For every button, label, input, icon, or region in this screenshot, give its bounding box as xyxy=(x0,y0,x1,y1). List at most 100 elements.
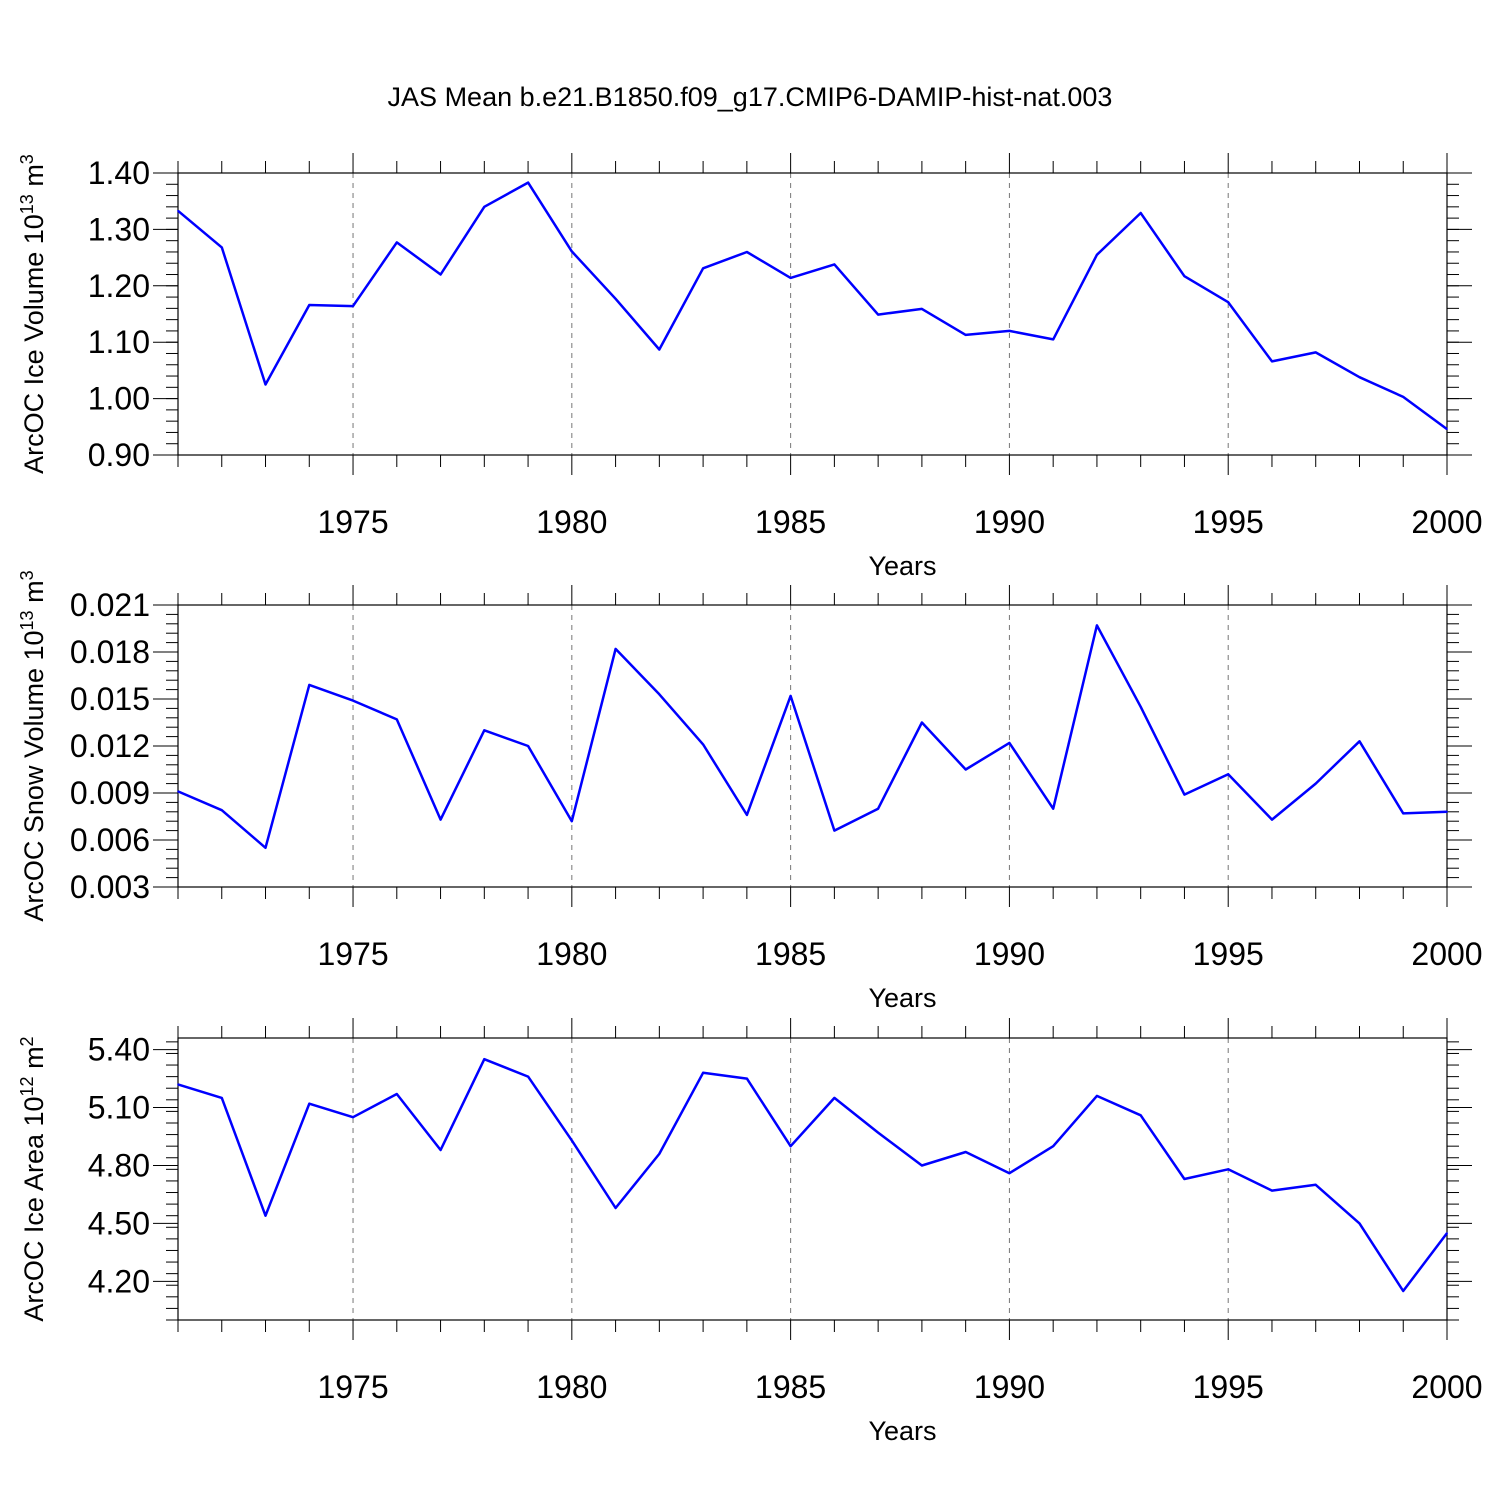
data-point xyxy=(614,297,617,300)
data-point xyxy=(308,684,311,686)
data-point xyxy=(1402,396,1405,398)
data-point xyxy=(1096,1095,1098,1097)
x-axis-label: Years xyxy=(868,1416,936,1446)
data-point xyxy=(1358,740,1361,743)
data-point xyxy=(264,1214,267,1217)
y-tick-label: 5.10 xyxy=(88,1090,150,1126)
series-line xyxy=(177,1057,1448,1293)
y-axis-label: ArcOC Snow Volume 1013 m3 xyxy=(17,570,49,921)
data-point xyxy=(571,820,573,822)
x-tick-label: 1975 xyxy=(317,504,388,540)
y-axis-label-part: 3 xyxy=(17,570,37,580)
data-point xyxy=(1183,793,1186,796)
plot-frame xyxy=(177,604,1448,888)
data-point xyxy=(1227,773,1230,775)
y-axis-label-part: m xyxy=(19,1046,49,1076)
x-tick-label: 1985 xyxy=(755,504,826,540)
data-point xyxy=(308,304,311,306)
x-tick-label: 1985 xyxy=(755,1369,826,1405)
data-point xyxy=(964,334,967,336)
data-point xyxy=(789,277,792,279)
data-point xyxy=(658,693,661,696)
data-point xyxy=(264,847,267,849)
data-point xyxy=(1139,706,1142,708)
panel-3: 1975 1980 1985 1990 1995 2000 4.20 4.50 4.80 5.10… xyxy=(17,1018,1483,1446)
data-point xyxy=(483,1058,486,1061)
data-point xyxy=(1227,301,1230,303)
data-point xyxy=(220,246,223,249)
y-tick-label: 0.90 xyxy=(88,437,150,473)
data-point xyxy=(833,263,836,266)
data-point xyxy=(483,206,486,208)
data-point xyxy=(1358,376,1361,378)
data-point xyxy=(702,1071,704,1074)
y-tick-label: 0.015 xyxy=(70,681,150,717)
y-axis-label-part: 12 xyxy=(17,1076,37,1096)
y-tick-label: 5.40 xyxy=(88,1032,150,1068)
data-point xyxy=(571,250,573,253)
data-point xyxy=(264,383,267,386)
data-point xyxy=(352,699,354,702)
y-tick-label: 1.00 xyxy=(88,381,150,417)
x-tick-label: 1995 xyxy=(1193,504,1264,540)
plot-frame xyxy=(177,1037,1448,1321)
data-point xyxy=(1271,818,1273,821)
x-axis-label: Years xyxy=(868,983,936,1013)
x-tick-label: 1980 xyxy=(536,936,607,972)
x-tick-label: 2000 xyxy=(1411,504,1482,540)
x-axis-label: Years xyxy=(868,551,936,581)
data-point xyxy=(439,1149,442,1151)
data-point xyxy=(1139,1114,1142,1117)
data-point xyxy=(614,648,617,650)
data-point xyxy=(877,807,879,810)
data-point xyxy=(1402,1290,1405,1292)
series-line xyxy=(177,624,1448,850)
figure-title: JAS Mean b.e21.B1850.f09_g17.CMIP6-DAMIP… xyxy=(388,82,1113,112)
x-tick-label: 1990 xyxy=(974,504,1045,540)
data-point xyxy=(877,313,879,316)
data-point xyxy=(177,209,179,212)
x-tick-label: 1985 xyxy=(755,936,826,972)
data-point xyxy=(1314,351,1317,354)
x-tick-label: 2000 xyxy=(1411,936,1482,972)
x-tick-label: 1995 xyxy=(1193,936,1264,972)
data-point xyxy=(395,241,398,244)
data-point xyxy=(1052,807,1054,810)
data-point xyxy=(658,1153,661,1155)
y-tick-label: 0.006 xyxy=(70,822,150,858)
y-axis-label-part: 13 xyxy=(17,610,37,630)
data-point xyxy=(1008,1172,1011,1175)
data-point xyxy=(1446,428,1448,430)
data-point xyxy=(1052,338,1054,341)
data-point xyxy=(352,305,354,307)
y-tick-label: 0.009 xyxy=(70,775,150,811)
y-tick-label: 1.40 xyxy=(88,155,150,191)
data-point xyxy=(746,1077,748,1080)
y-axis-label-part: ArcOC Ice Area 10 xyxy=(19,1096,49,1321)
x-tick-label: 1975 xyxy=(317,1369,388,1405)
y-axis-label-part: m xyxy=(19,164,49,194)
x-tick-label: 1990 xyxy=(974,1369,1045,1405)
data-point xyxy=(439,818,442,821)
data-point xyxy=(789,695,792,697)
series-line xyxy=(177,181,1448,431)
panel-2: 1975 1980 1985 1990 1995 2000 0.003 0.006 0.009 0… xyxy=(17,570,1483,1013)
data-point xyxy=(1402,812,1405,815)
y-tick-label: 1.10 xyxy=(88,324,150,360)
data-point xyxy=(527,745,529,747)
data-point xyxy=(1271,360,1273,363)
data-point xyxy=(1096,253,1098,256)
data-point xyxy=(1139,212,1142,214)
data-point xyxy=(1271,1189,1273,1192)
data-point xyxy=(964,768,967,771)
y-axis-label-part: m xyxy=(19,580,49,610)
plot-frame xyxy=(177,172,1448,456)
y-axis-label: ArcOC Ice Volume 1013 m3 xyxy=(17,154,49,474)
x-tick-label: 2000 xyxy=(1411,1369,1482,1405)
data-point xyxy=(921,308,923,310)
data-point xyxy=(352,1116,354,1118)
data-point xyxy=(220,1097,223,1099)
data-point xyxy=(1446,811,1448,813)
data-point xyxy=(177,1083,179,1086)
y-axis-label: ArcOC Ice Area 1012 m2 xyxy=(17,1036,49,1321)
